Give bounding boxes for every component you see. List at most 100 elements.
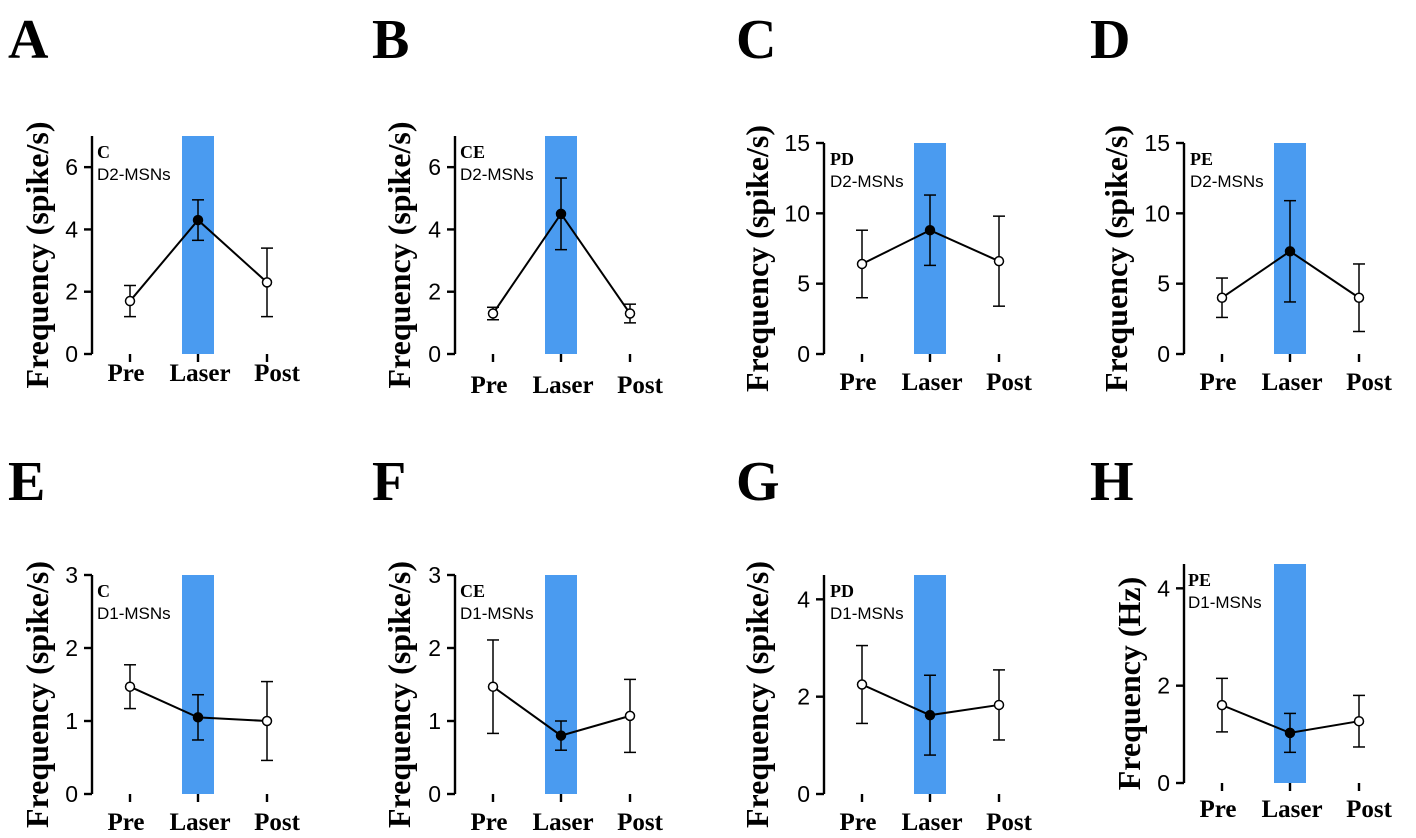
data-point-pre [124, 295, 136, 307]
y-tick-label: 0 [1157, 770, 1170, 796]
panel-d: D 0 5 10 15 Pre Laser Post Frequency (spike/s) PE… [1090, 9, 1393, 396]
data-point-laser [1284, 727, 1296, 739]
cell-type-label: D2-MSNs [460, 165, 534, 184]
x-tick-label: Laser [532, 372, 593, 399]
y-tick-label: 0 [428, 341, 441, 367]
x-tick-label: Laser [901, 369, 962, 396]
x-tick-label: Post [254, 809, 301, 836]
panel-letter: B [372, 9, 409, 71]
y-tick-label: 15 [784, 130, 810, 156]
y-tick-label: 0 [1157, 341, 1170, 367]
panel-letter: E [8, 451, 45, 513]
x-tick-label: Pre [107, 809, 144, 836]
data-point-post [1353, 715, 1365, 727]
data-point-laser [924, 224, 936, 236]
x-tick-label: Pre [1199, 796, 1236, 823]
data-point-laser [924, 709, 936, 721]
x-tick-label: Laser [169, 360, 230, 387]
panel-letter: F [372, 451, 406, 513]
y-axis-label: Frequency (Hz) [1111, 577, 1147, 791]
y-tick-label: 1 [65, 708, 78, 734]
y-axis-label: Frequency (spike/s) [19, 122, 55, 389]
x-tick-label: Post [986, 369, 1033, 396]
x-tick-label: Pre [470, 809, 507, 836]
y-tick-label: 0 [65, 341, 78, 367]
y-tick-label: 3 [428, 562, 441, 588]
cell-type-label: D1-MSNs [97, 604, 171, 623]
x-tick-label: Post [1346, 796, 1393, 823]
panel-h: H 0 2 4 Pre Laser Post Frequency (Hz) PE D1-MSNs [1090, 451, 1393, 823]
y-tick-label: 6 [428, 154, 441, 180]
data-point-laser [192, 214, 204, 226]
y-tick-label: 2 [428, 635, 441, 661]
y-axis-label: Frequency (spike/s) [19, 561, 55, 828]
y-tick-label: 4 [797, 586, 810, 612]
x-tick-label: Post [617, 372, 664, 399]
y-tick-label: 4 [65, 216, 78, 242]
y-tick-label: 2 [1157, 673, 1170, 699]
cell-type-label: D2-MSNs [1190, 172, 1264, 191]
y-axis-label: Frequency (spike/s) [739, 125, 775, 392]
region-label: C [97, 142, 110, 162]
data-point-pre [1216, 292, 1228, 303]
cell-type-label: D2-MSNs [830, 172, 904, 191]
region-label: PE [1188, 570, 1211, 590]
y-tick-label: 2 [797, 684, 810, 710]
x-tick-label: Post [1346, 369, 1393, 396]
cell-type-label: D1-MSNs [830, 604, 904, 623]
data-point-pre [487, 308, 499, 319]
y-axis-label: Frequency (spike/s) [1098, 125, 1134, 392]
y-tick-label: 6 [65, 154, 78, 180]
cell-type-label: D2-MSNs [97, 165, 171, 184]
data-point-pre [487, 681, 499, 692]
x-tick-label: Pre [107, 360, 144, 387]
panel-letter: H [1090, 451, 1134, 513]
x-tick-label: Laser [169, 809, 230, 836]
laser-period-bar [182, 136, 214, 354]
data-point-post [993, 699, 1005, 711]
x-tick-label: Post [254, 360, 301, 387]
y-tick-label: 4 [428, 216, 441, 242]
panel-letter: D [1090, 9, 1130, 71]
region-label: PD [830, 581, 854, 601]
y-tick-label: 10 [784, 200, 810, 226]
cell-type-label: D1-MSNs [460, 604, 534, 623]
data-point-laser [1284, 246, 1296, 257]
region-label: PE [1190, 149, 1213, 169]
y-axis-label: Frequency (spike/s) [739, 561, 775, 828]
y-tick-label: 1 [428, 708, 441, 734]
panel-letter: C [736, 9, 776, 71]
data-point-post [261, 715, 273, 727]
data-point-post [993, 255, 1005, 267]
region-label: CE [460, 581, 485, 601]
y-tick-label: 2 [65, 279, 78, 305]
cell-type-label: D1-MSNs [1188, 593, 1262, 612]
panel-c: C 0 5 10 15 Pre Laser Post Frequency (spike/s) PD… [736, 9, 1033, 396]
y-tick-label: 2 [65, 635, 78, 661]
y-tick-label: 5 [1157, 271, 1170, 297]
x-tick-label: Pre [470, 372, 507, 399]
panel-a: A 0 2 4 6 Pre Laser Post Frequency (spike/s) C D2-… [8, 9, 301, 388]
panel-g: G 0 2 4 Pre Laser Post Frequency (spike/s) PD D1-… [736, 451, 1033, 836]
x-tick-label: Laser [1261, 796, 1322, 823]
x-tick-label: Pre [839, 809, 876, 836]
data-point-pre [856, 679, 868, 690]
y-tick-label: 4 [1157, 575, 1170, 601]
data-point-laser [555, 208, 567, 220]
panel-letter: A [8, 9, 49, 71]
y-tick-label: 15 [1144, 130, 1170, 156]
y-tick-label: 0 [797, 781, 810, 807]
y-tick-label: 3 [65, 562, 78, 588]
data-point-post [624, 308, 636, 319]
y-tick-label: 5 [797, 271, 810, 297]
data-point-post [261, 277, 273, 288]
data-point-pre [1216, 699, 1228, 711]
region-label: CE [460, 142, 485, 162]
x-tick-label: Laser [1261, 369, 1322, 396]
panel-e: E 0 1 2 3 Pre Laser Post Frequency (spike/s) C D1-… [8, 451, 301, 836]
data-point-post [624, 710, 636, 722]
panel-letter: G [736, 451, 780, 513]
x-tick-label: Laser [901, 809, 962, 836]
data-point-laser [192, 712, 204, 723]
